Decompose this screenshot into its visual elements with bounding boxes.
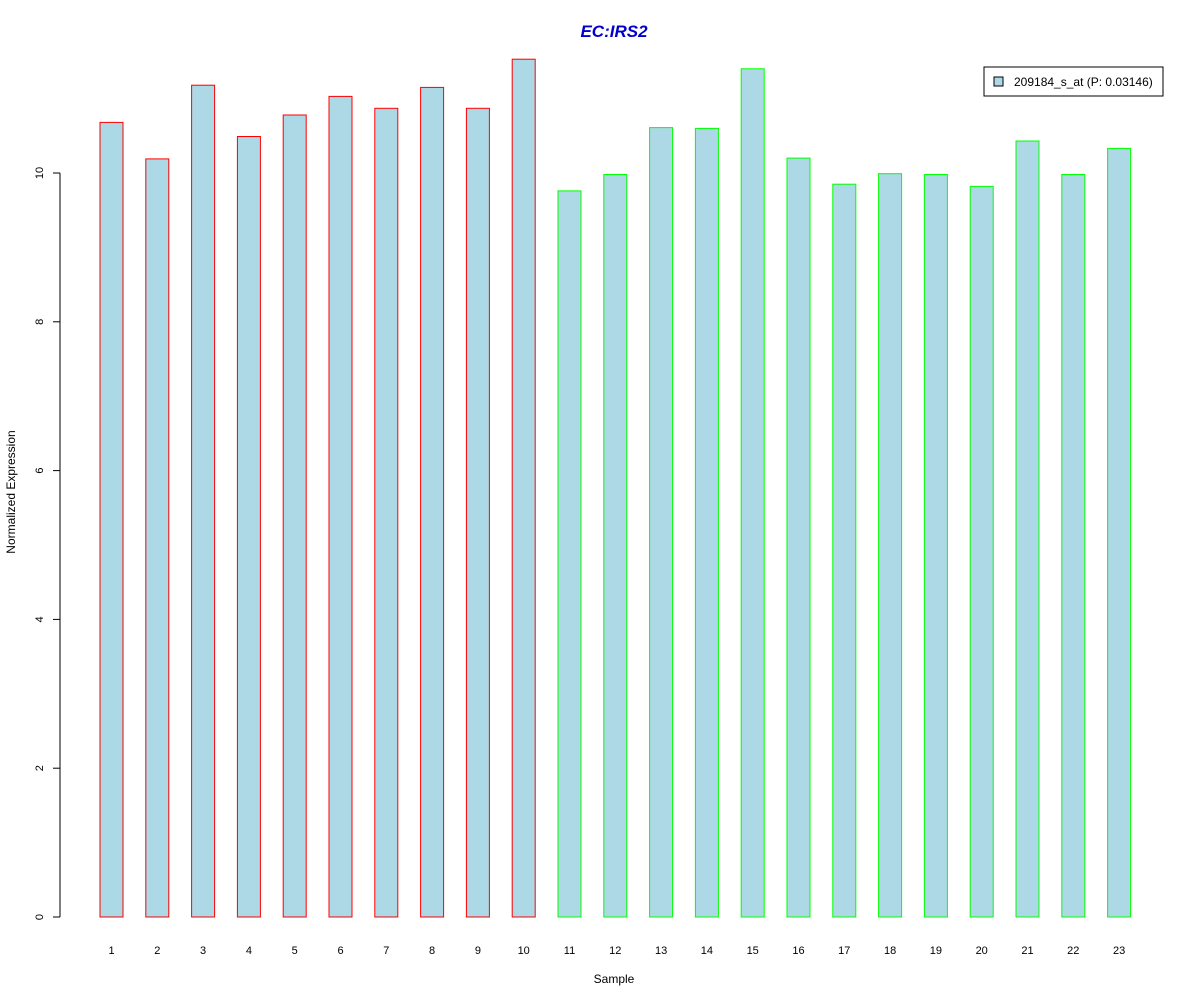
- bar: [740, 68, 765, 918]
- x-axis-title: Sample: [594, 972, 635, 986]
- bar: [832, 183, 857, 918]
- x-tick-label: 10: [518, 945, 530, 957]
- x-tick-label: 15: [747, 945, 759, 957]
- x-tick-label: 8: [429, 945, 435, 957]
- bar: [1107, 147, 1132, 918]
- bars: [99, 58, 1132, 918]
- x-tick-label: 9: [475, 945, 481, 957]
- bar: [1015, 140, 1040, 918]
- bar: [969, 185, 994, 918]
- x-tick-label: 19: [930, 945, 942, 957]
- bar: [694, 127, 719, 918]
- x-tick-label: 12: [609, 945, 621, 957]
- y-axis-title: Normalized Expression: [4, 430, 18, 553]
- bar: [191, 84, 216, 918]
- x-tick-label: 11: [564, 945, 575, 957]
- x-tick-label: 22: [1067, 945, 1079, 957]
- bar: [557, 190, 582, 918]
- y-tick-label: 8: [34, 319, 46, 325]
- x-tick-label: 16: [792, 945, 804, 957]
- x-tick-label: 5: [292, 945, 298, 957]
- legend-swatch: [993, 76, 1004, 87]
- bar: [99, 121, 124, 918]
- bar: [649, 127, 674, 918]
- x-tick-label: 1: [108, 945, 114, 957]
- x-tick-label: 7: [383, 945, 389, 957]
- bar: [511, 58, 536, 918]
- bar: [145, 158, 170, 918]
- y-tick-label: 0: [34, 914, 46, 920]
- bar: [282, 114, 307, 918]
- bar: [786, 157, 811, 918]
- x-tick-label: 2: [154, 945, 160, 957]
- chart-title: EC:IRS2: [580, 22, 648, 41]
- x-tick-labels: 1 2 3 4 5 6 7 8 9 10 11 12 13 14 15 16 17 18 19 20 21 22 23: [108, 945, 1125, 957]
- x-tick-label: 17: [838, 945, 850, 957]
- bar: [923, 174, 948, 918]
- bar: [236, 136, 261, 918]
- x-tick-label: 21: [1021, 945, 1033, 957]
- bar: [1061, 174, 1086, 918]
- x-tick-label: 6: [337, 945, 343, 957]
- x-tick-label: 4: [246, 945, 252, 957]
- x-tick-label: 23: [1113, 945, 1125, 957]
- bar: [420, 86, 445, 918]
- y-tick-label: 10: [34, 167, 46, 179]
- y-axis: 0 2 4 6 8 10: [34, 167, 61, 920]
- y-tick-label: 2: [34, 765, 46, 771]
- x-tick-label: 3: [200, 945, 206, 957]
- y-tick-label: 6: [34, 468, 46, 474]
- y-tick-label: 4: [34, 616, 46, 622]
- bar: [603, 174, 628, 918]
- bar: [374, 107, 399, 918]
- legend: 209184_s_at (P: 0.03146): [983, 66, 1164, 97]
- x-tick-label: 13: [655, 945, 667, 957]
- x-tick-label: 14: [701, 945, 713, 957]
- bar: [878, 173, 903, 918]
- x-tick-label: 18: [884, 945, 896, 957]
- legend-box: [983, 66, 1164, 97]
- bar: [465, 107, 490, 918]
- x-tick-label: 20: [976, 945, 988, 957]
- legend-label: 209184_s_at (P: 0.03146): [1014, 75, 1153, 89]
- bar: [328, 95, 353, 918]
